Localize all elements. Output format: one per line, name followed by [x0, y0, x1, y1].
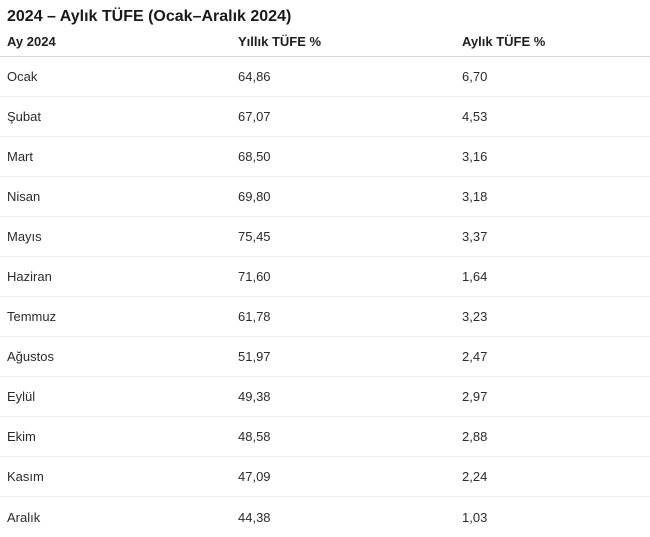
cell-month: Mart	[7, 149, 33, 164]
column-header-annual-cpi: Yıllık TÜFE %	[238, 34, 322, 49]
cell-month: Nisan	[7, 189, 41, 204]
cell-annual-cpi: 51,97	[238, 349, 271, 364]
cell-annual-cpi: 67,07	[238, 109, 271, 124]
table-header-row: Ay 2024 Yıllık TÜFE % Aylık TÜFE %	[0, 27, 650, 57]
cell-monthly-cpi: 2,24	[462, 469, 488, 484]
cell-annual-cpi: 69,80	[238, 189, 271, 204]
cell-annual-cpi: 75,45	[238, 229, 271, 244]
table-row: Kasım 47,09 2,24	[0, 457, 650, 497]
cell-month: Kasım	[7, 469, 44, 484]
cell-monthly-cpi: 2,97	[462, 389, 488, 404]
cell-annual-cpi: 61,78	[238, 309, 271, 324]
cell-annual-cpi: 48,58	[238, 429, 271, 444]
cell-annual-cpi: 44,38	[238, 509, 271, 525]
cell-month: Mayıs	[7, 229, 42, 244]
cell-month: Aralık	[7, 509, 41, 525]
cell-monthly-cpi: 2,47	[462, 349, 488, 364]
table-row: Haziran 71,60 1,64	[0, 257, 650, 297]
cell-monthly-cpi: 2,88	[462, 429, 488, 444]
tufe-table: Ay 2024 Yıllık TÜFE % Aylık TÜFE % Ocak 6…	[0, 27, 650, 537]
cell-monthly-cpi: 3,16	[462, 149, 488, 164]
table-row: Temmuz 61,78 3,23	[0, 297, 650, 337]
page-title: 2024 – Aylık TÜFE (Ocak–Aralık 2024)	[7, 8, 292, 25]
cell-monthly-cpi: 3,37	[462, 229, 488, 244]
cell-month: Haziran	[7, 269, 52, 284]
cell-annual-cpi: 71,60	[238, 269, 271, 284]
table-row: Eylül 49,38 2,97	[0, 377, 650, 417]
cell-monthly-cpi: 3,18	[462, 189, 488, 204]
cell-monthly-cpi: 1,64	[462, 269, 488, 284]
cell-month: Temmuz	[7, 309, 57, 324]
table-row: Ekim 48,58 2,88	[0, 417, 650, 457]
table-row: Aralık 44,38 1,03	[0, 497, 650, 537]
cell-annual-cpi: 64,86	[238, 69, 271, 84]
table-row: Mayıs 75,45 3,37	[0, 217, 650, 257]
cell-month: Ocak	[7, 69, 38, 84]
cell-monthly-cpi: 6,70	[462, 69, 488, 84]
table-row: Nisan 69,80 3,18	[0, 177, 650, 217]
cell-monthly-cpi: 3,23	[462, 309, 488, 324]
cell-month: Ekim	[7, 429, 36, 444]
cell-annual-cpi: 68,50	[238, 149, 271, 164]
table-body: Ocak 64,86 6,70 Şubat 67,07 4,53 Mart 68,50 3,16…	[0, 57, 650, 537]
cell-annual-cpi: 47,09	[238, 469, 271, 484]
table-row: Ocak 64,86 6,70	[0, 57, 650, 97]
cell-month: Şubat	[7, 109, 41, 124]
cell-annual-cpi: 49,38	[238, 389, 271, 404]
cell-monthly-cpi: 4,53	[462, 109, 488, 124]
table-row: Mart 68,50 3,16	[0, 137, 650, 177]
cell-monthly-cpi: 1,03	[462, 509, 488, 525]
cell-month: Eylül	[7, 389, 36, 404]
cell-month: Ağustos	[7, 349, 54, 364]
column-header-month: Ay 2024	[7, 34, 56, 49]
column-header-monthly-cpi: Aylık TÜFE %	[462, 34, 546, 49]
table-row: Şubat 67,07 4,53	[0, 97, 650, 137]
table-row: Ağustos 51,97 2,47	[0, 337, 650, 377]
